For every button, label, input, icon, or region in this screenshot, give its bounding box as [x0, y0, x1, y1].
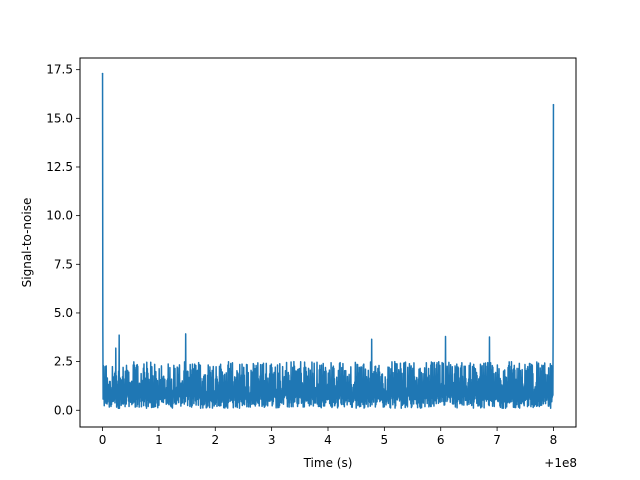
x-tick-label: 5 — [381, 433, 389, 447]
x-tick-label: 1 — [155, 433, 163, 447]
y-tick-label: 12.5 — [46, 160, 73, 174]
x-tick-label: 3 — [268, 433, 276, 447]
y-tick-label: 2.5 — [54, 355, 73, 369]
x-tick-label: 0 — [99, 433, 107, 447]
x-tick-label: 2 — [211, 433, 219, 447]
x-tick-label: 7 — [493, 433, 501, 447]
y-tick-label: 0.0 — [54, 403, 73, 417]
snr-peak-point — [552, 103, 555, 106]
x-axis-offset-label: +1e8 — [544, 456, 577, 470]
x-axis-ticks: 0 1 2 3 4 5 6 7 8 — [99, 427, 558, 447]
y-tick-label: 7.5 — [54, 257, 73, 271]
y-tick-label: 17.5 — [46, 63, 73, 77]
y-axis-ticks: 0.0 2.5 5.0 7.5 10.0 12.5 15.0 17.5 — [46, 63, 80, 417]
x-tick-label: 4 — [324, 433, 332, 447]
x-axis-label: Time (s) — [303, 456, 353, 470]
data-layer — [101, 72, 555, 410]
x-tick-label: 8 — [550, 433, 558, 447]
y-tick-label: 15.0 — [46, 111, 73, 125]
y-tick-label: 10.0 — [46, 209, 73, 223]
x-tick-label: 6 — [437, 433, 445, 447]
y-axis-label: Signal-to-noise — [20, 198, 34, 288]
y-tick-label: 5.0 — [54, 306, 73, 320]
snr-peak-point — [101, 72, 104, 75]
snr-series-line — [101, 73, 555, 410]
